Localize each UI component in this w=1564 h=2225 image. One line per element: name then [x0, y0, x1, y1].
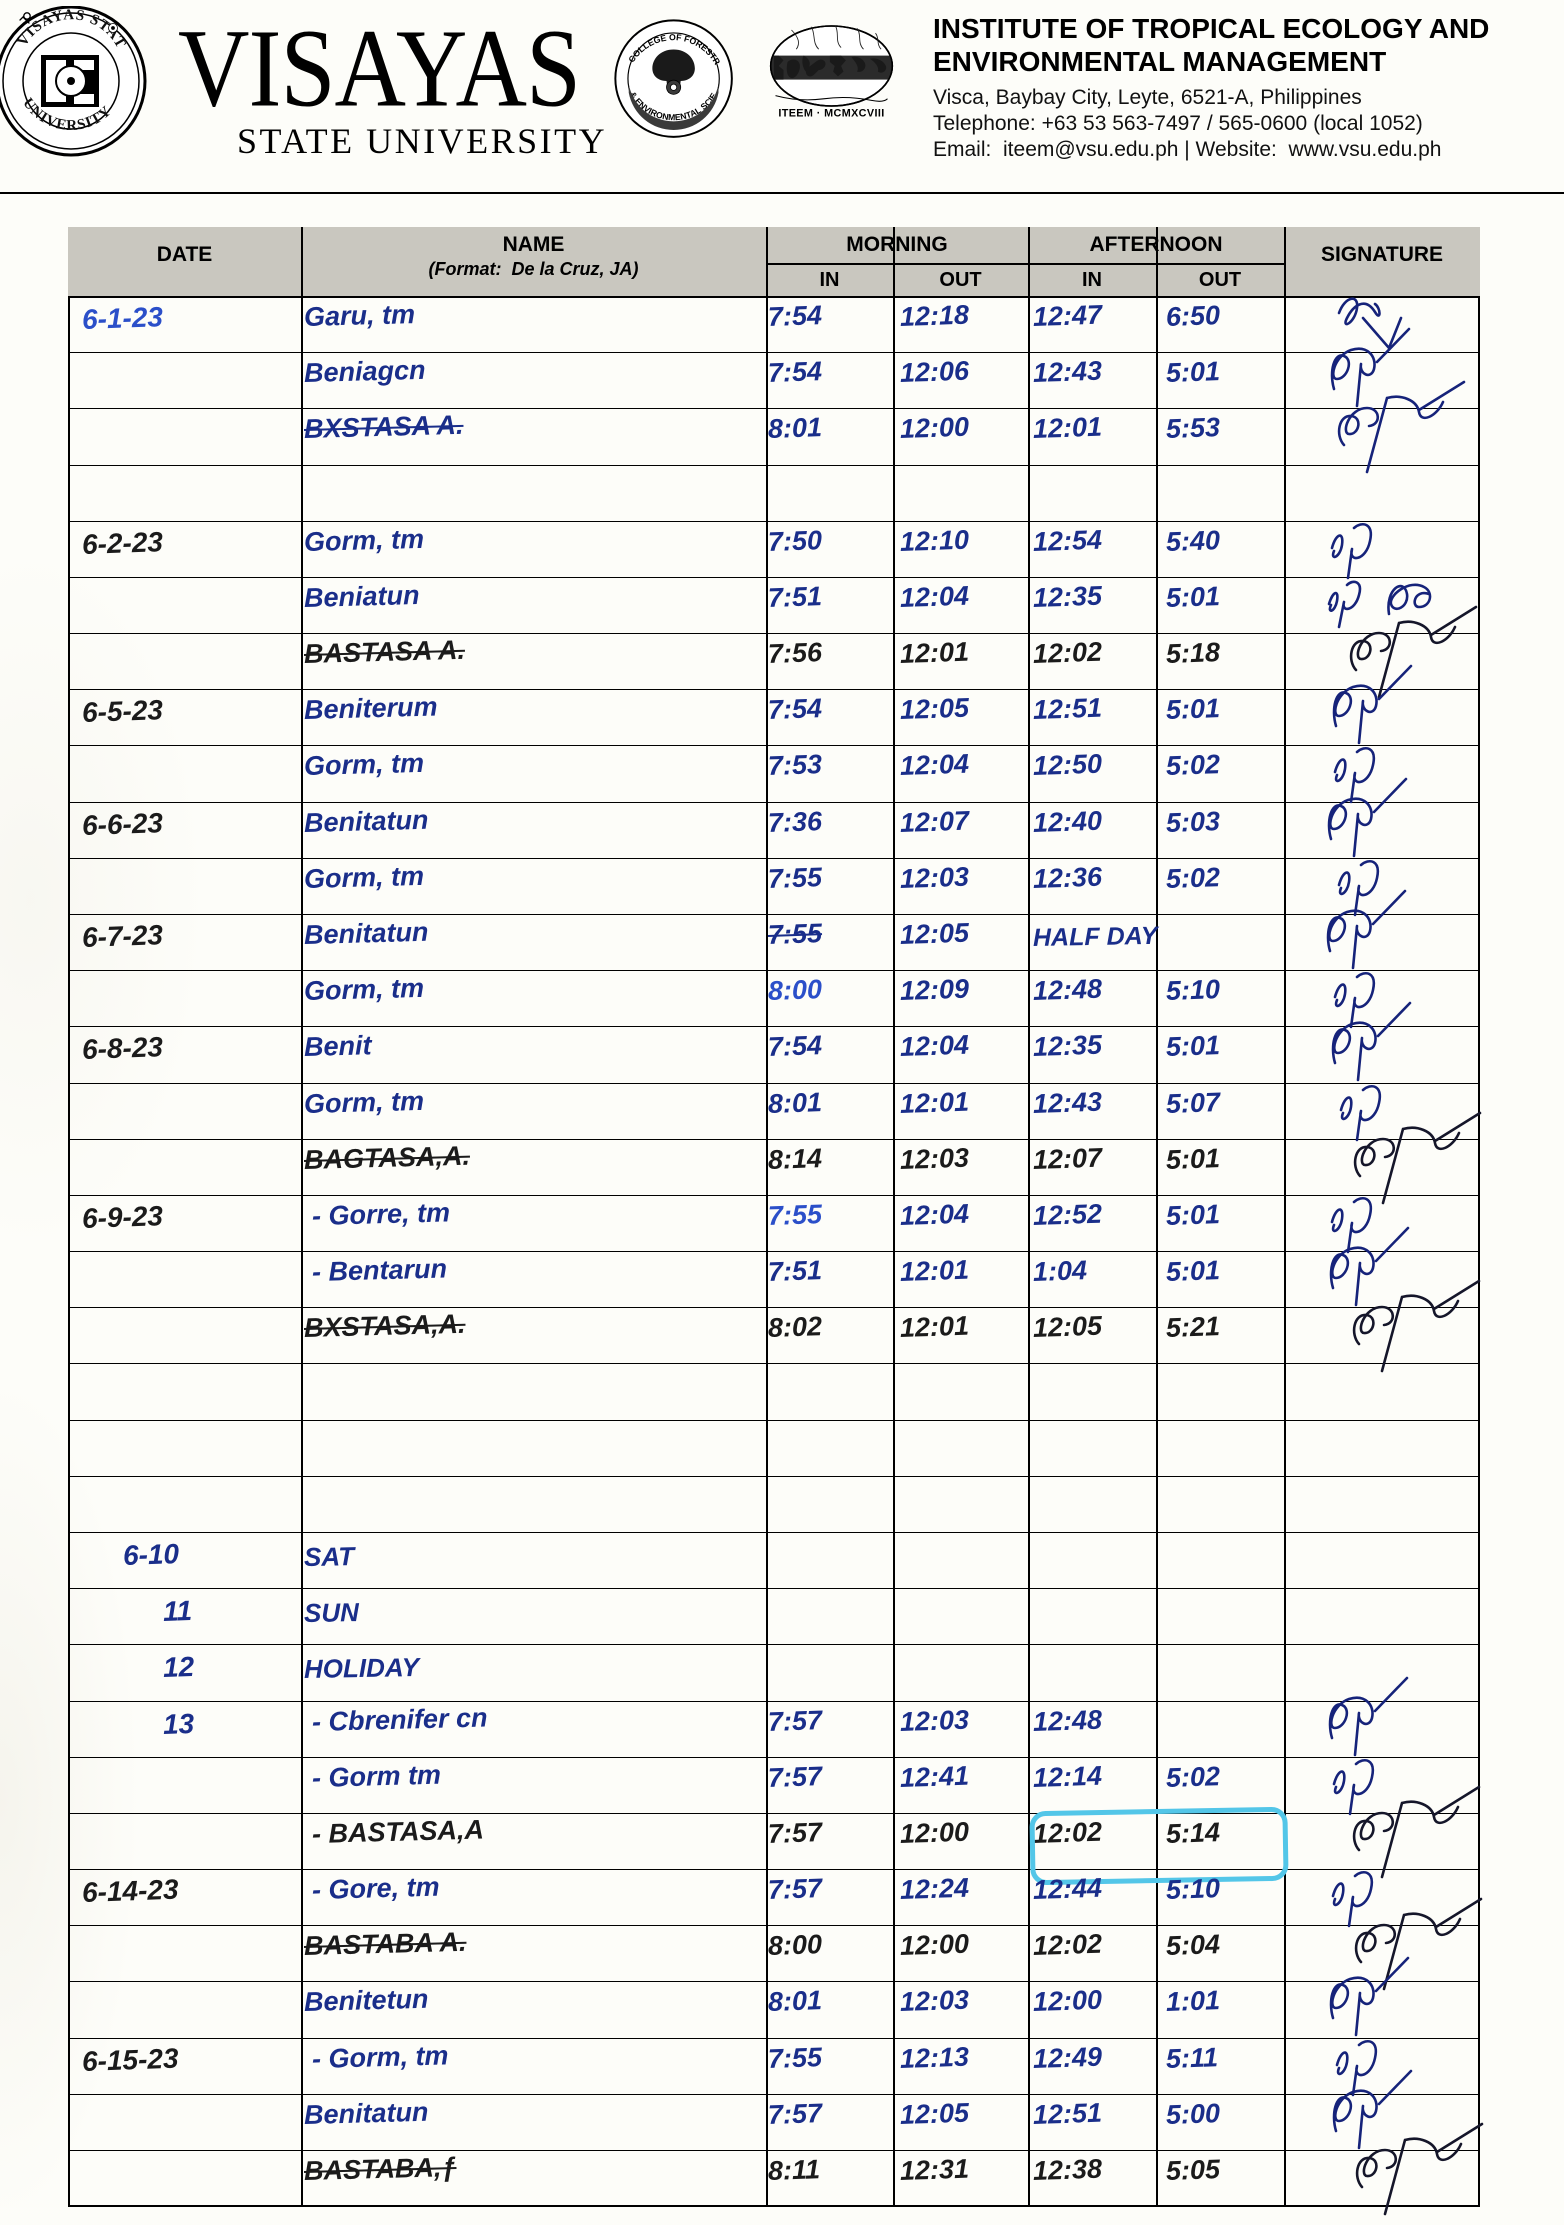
svg-text:ITEEM · MCMXCVIII: ITEEM · MCMXCVIII — [778, 107, 884, 119]
